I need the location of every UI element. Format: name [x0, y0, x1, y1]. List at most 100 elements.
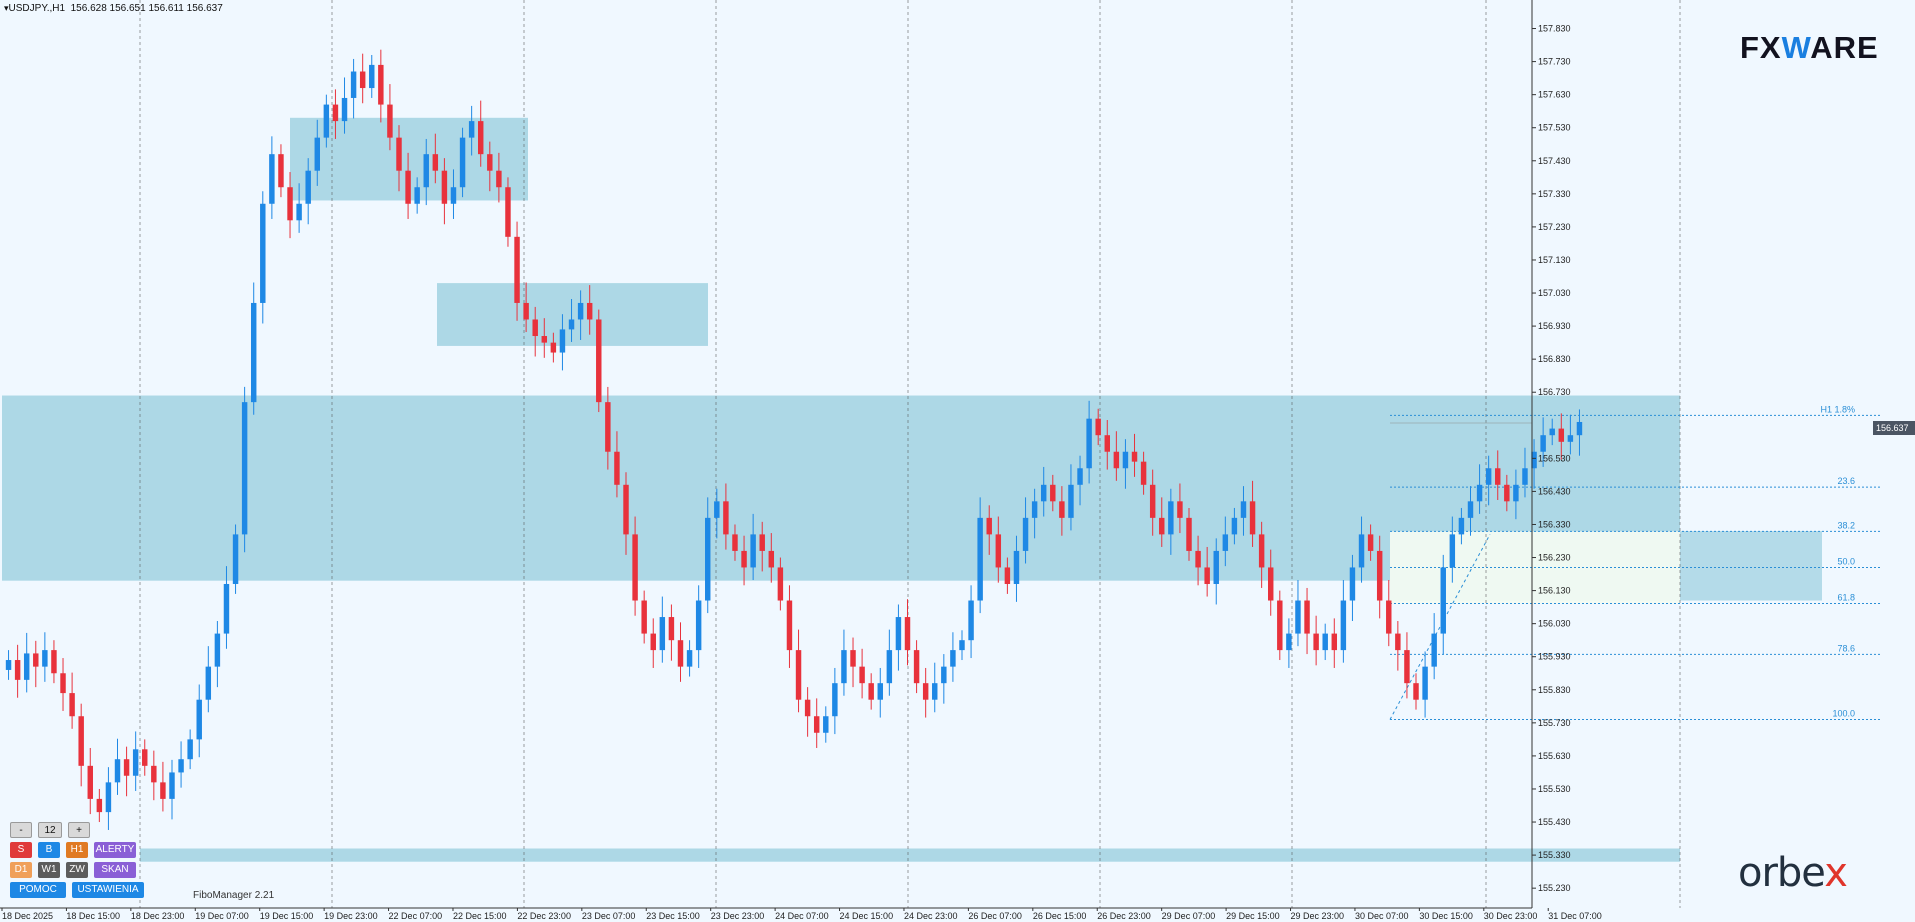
candle [496, 152, 502, 203]
candle [986, 505, 992, 555]
candle-body [1013, 550, 1020, 584]
candle [287, 172, 293, 239]
candle-body [968, 600, 974, 641]
candle [1367, 524, 1374, 561]
price-tick-label: 157.030 [1538, 288, 1571, 298]
candle [922, 667, 929, 718]
candle-body [695, 600, 702, 651]
candle [1231, 507, 1238, 545]
candle-body [23, 653, 30, 680]
candle [1576, 409, 1583, 456]
candle-body [396, 137, 402, 171]
candle-body [777, 567, 784, 601]
d1-timeframe-button[interactable]: D1 [10, 862, 32, 878]
candle-body [1476, 484, 1483, 502]
time-tick-label: 24 Dec 07:00 [775, 911, 829, 921]
candle-body [169, 772, 175, 799]
zones-layer [2, 117, 1822, 862]
candle-body [723, 501, 729, 535]
scan-button[interactable]: SKAN [94, 862, 136, 878]
candle-body [468, 121, 475, 138]
candle [913, 640, 920, 694]
time-tick-label: 26 Dec 15:00 [1033, 911, 1087, 921]
time-tick-label: 23 Dec 23:00 [711, 911, 765, 921]
candle-body [1340, 600, 1347, 651]
price-tick-label: 156.830 [1538, 354, 1571, 364]
candle-body [1177, 501, 1183, 518]
time-tick-label: 23 Dec 07:00 [582, 911, 636, 921]
candle [659, 596, 666, 663]
candle-body [804, 699, 811, 717]
candle [677, 622, 684, 682]
candle-body [1268, 567, 1274, 601]
candle [350, 58, 357, 119]
sell-button[interactable]: S [10, 842, 32, 858]
candle [1059, 486, 1065, 536]
candle-body [859, 666, 865, 684]
candle [1513, 469, 1519, 520]
candle-body [1222, 534, 1229, 551]
candle-body [1422, 666, 1428, 700]
candle [387, 84, 393, 151]
time-tick-label: 26 Dec 07:00 [968, 911, 1022, 921]
candle [877, 667, 883, 718]
candle [832, 667, 838, 735]
supply-demand-zone [437, 283, 708, 346]
candle [950, 632, 956, 682]
candle [1077, 455, 1083, 506]
candle [1131, 433, 1138, 477]
candle [786, 585, 793, 668]
w1-timeframe-button[interactable]: W1 [38, 862, 60, 878]
increase-button[interactable]: + [68, 822, 90, 838]
candle [1013, 535, 1020, 602]
candle-body [178, 759, 184, 773]
candle [1186, 507, 1192, 561]
candle [51, 640, 57, 684]
decrease-button[interactable]: - [10, 822, 32, 838]
candle-body [741, 550, 747, 568]
candle [813, 698, 820, 748]
candle-body [60, 673, 66, 694]
help-button[interactable]: POMOC [10, 882, 66, 898]
time-tick-label: 29 Dec 23:00 [1291, 911, 1345, 921]
alerts-button[interactable]: ALERTY [94, 842, 136, 858]
candle-body [1349, 567, 1356, 601]
candle-body [314, 137, 320, 171]
candle [1095, 408, 1101, 446]
zw-button[interactable]: ZW [66, 862, 88, 878]
candle-body [904, 617, 911, 651]
ohlc-readout: 156.628 156.651 156.611 156.637 [70, 3, 223, 14]
candle [232, 524, 239, 594]
candle-body [250, 302, 257, 403]
candle-body [532, 319, 538, 337]
candle-body [223, 583, 230, 634]
candle-body [1168, 501, 1174, 535]
h1-timeframe-button[interactable]: H1 [66, 842, 88, 858]
fibo-level-label: 100.0 [1832, 709, 1855, 719]
price-tick-label: 155.530 [1538, 784, 1571, 794]
candle [87, 747, 93, 815]
candle [1040, 466, 1047, 517]
candle-body [1068, 484, 1074, 518]
candle [378, 49, 384, 123]
candle [1222, 516, 1229, 567]
candle [1113, 431, 1120, 481]
count-field[interactable]: 12 [38, 822, 62, 838]
candle-body [205, 666, 212, 700]
candle [605, 386, 611, 470]
candle [1413, 673, 1419, 710]
candle-body [1113, 451, 1120, 469]
candle [650, 618, 656, 668]
candle [1340, 580, 1347, 663]
candle [686, 640, 693, 677]
candle-body [977, 517, 983, 601]
candle-body [514, 236, 520, 303]
candle-body [1458, 517, 1465, 535]
settings-button[interactable]: USTAWIENIA [72, 882, 144, 898]
candle [1240, 486, 1247, 536]
candle [1213, 538, 1219, 605]
candle [550, 332, 557, 363]
buy-button[interactable]: B [38, 842, 60, 858]
candle-body [632, 534, 638, 601]
